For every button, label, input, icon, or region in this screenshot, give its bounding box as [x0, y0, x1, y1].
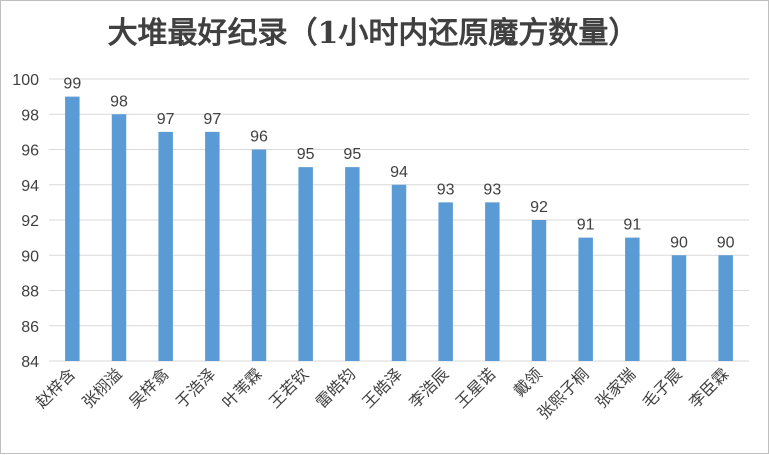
- x-tick-label: 王若钦: [265, 364, 312, 411]
- data-label: 98: [110, 93, 128, 110]
- bar: [345, 167, 360, 361]
- data-label: 93: [483, 181, 501, 198]
- x-tick-label: 张栩溢: [78, 364, 125, 411]
- data-label: 92: [530, 199, 548, 216]
- y-tick-label: 90: [21, 248, 39, 265]
- x-tick-label: 吴梓翕: [125, 364, 172, 411]
- y-tick-label: 92: [21, 213, 39, 230]
- x-tick-label: 于浩泽: [172, 364, 219, 411]
- bar: [718, 255, 733, 361]
- x-tick-label: 赵梓含: [32, 364, 79, 411]
- y-tick-label: 88: [21, 284, 39, 301]
- y-tick-label: 94: [21, 178, 39, 195]
- data-label: 91: [577, 217, 595, 234]
- data-label: 95: [297, 146, 315, 163]
- x-tick-label: 王星诺: [452, 364, 499, 411]
- x-tick-label: 叶苇霖: [218, 364, 265, 411]
- data-label: 93: [437, 181, 455, 198]
- x-axis-ticks: 赵梓含 张栩溢 吴梓翕 于浩泽 叶苇霖 王若钦 雷皓钧 王皓泽 李浩辰 王星诺 戴领张熙子桐 张家瑞毛…: [32, 364, 733, 423]
- y-tick-label: 98: [21, 107, 39, 124]
- bar: [111, 114, 127, 361]
- bar: [298, 167, 313, 361]
- chart-title: 大堆最好纪录（1小时内还原魔方数量）: [108, 16, 639, 51]
- bar: [391, 184, 407, 361]
- x-tick-label: 戴领: [510, 364, 546, 400]
- bar: [625, 237, 640, 361]
- data-labels: 99 98 97 97 96 95 95 94 93 93 92 91 91 90 90: [63, 76, 734, 252]
- y-tick-label: 86: [21, 319, 39, 336]
- data-label: 97: [203, 111, 221, 128]
- bar: [158, 131, 173, 361]
- bar: [671, 255, 687, 361]
- data-label: 97: [157, 111, 175, 128]
- bar: [65, 96, 80, 361]
- bar: [205, 131, 220, 361]
- y-tick-label: 96: [21, 143, 39, 160]
- data-label: 96: [250, 129, 268, 146]
- data-label: 94: [390, 164, 408, 181]
- x-tick-label: 毛子宸: [638, 364, 685, 411]
- data-label: 90: [670, 234, 688, 251]
- y-tick-label: 100: [12, 72, 39, 89]
- bar: [531, 220, 547, 361]
- bar: [438, 202, 453, 361]
- data-label: 95: [343, 146, 361, 163]
- x-tick-label: 张熙子桐: [534, 364, 593, 423]
- x-tick-label: 张家瑞: [592, 364, 639, 411]
- bar: [578, 237, 593, 361]
- x-tick-label: 王皓泽: [358, 364, 405, 411]
- y-axis-ticks: 84 86 88 90 92 94 96 98 100: [12, 72, 39, 371]
- x-tick-label: 李浩辰: [405, 364, 452, 411]
- data-label: 99: [63, 76, 81, 93]
- x-tick-label: 雷皓钧: [312, 364, 359, 411]
- y-tick-label: 84: [21, 354, 39, 371]
- data-label: 90: [717, 234, 735, 251]
- bar: [485, 202, 500, 361]
- data-label: 91: [623, 217, 641, 234]
- bars: [65, 96, 733, 361]
- x-tick-label: 李臣霖: [685, 364, 732, 411]
- bar: [251, 149, 267, 361]
